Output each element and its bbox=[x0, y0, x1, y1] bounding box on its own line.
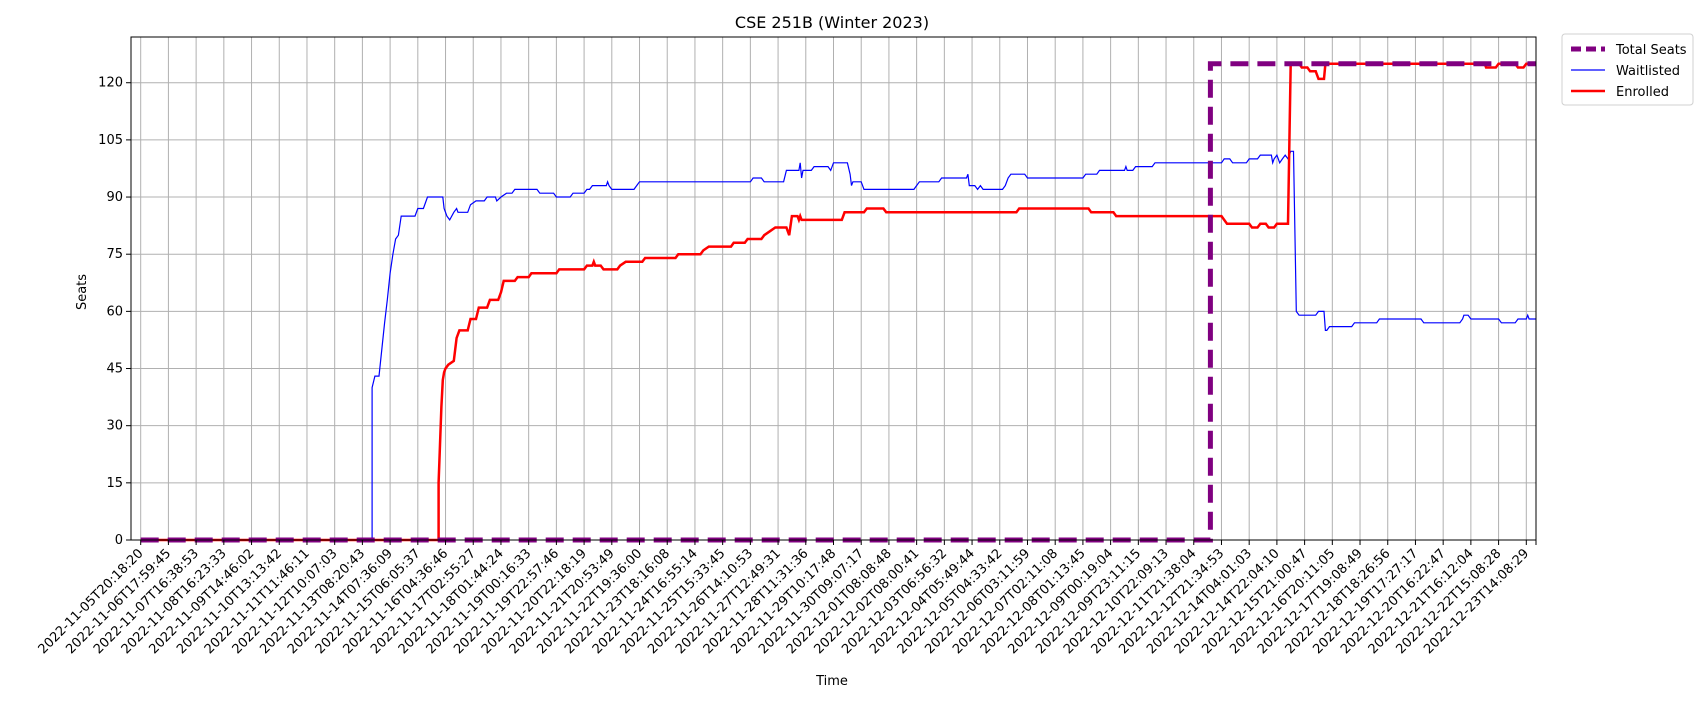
legend-label: Enrolled bbox=[1616, 85, 1669, 100]
y-axis-label: Seats bbox=[75, 274, 90, 310]
y-tick-label: 45 bbox=[106, 362, 123, 377]
y-tick-label: 105 bbox=[98, 133, 123, 148]
y-tick-label: 120 bbox=[98, 76, 123, 91]
y-axis: 0 15 30 45 60 75 90 105 120 bbox=[98, 76, 131, 548]
x-axis: 2022-11-05T20:18:202022-11-06T17:59:4520… bbox=[36, 540, 1537, 657]
series-lines bbox=[140, 61, 1536, 543]
legend-box bbox=[1561, 33, 1694, 106]
chart-title: CSE 251B (Winter 2023) bbox=[735, 13, 929, 32]
grid-lines bbox=[131, 37, 1536, 541]
y-tick-label: 90 bbox=[106, 190, 123, 205]
series-enrolled bbox=[140, 62, 1536, 542]
y-tick-label: 30 bbox=[106, 419, 123, 434]
x-axis-label: Time bbox=[815, 674, 848, 689]
legend-label: Total Seats bbox=[1615, 43, 1687, 58]
y-tick-label: 0 bbox=[115, 533, 123, 548]
series-total-seats bbox=[140, 61, 1536, 543]
legend: Total Seats Waitlisted Enrolled bbox=[1561, 33, 1694, 106]
legend-label: Waitlisted bbox=[1616, 64, 1680, 79]
y-tick-label: 75 bbox=[106, 247, 123, 262]
series-waitlisted bbox=[140, 150, 1536, 541]
y-tick-label: 15 bbox=[106, 476, 123, 491]
y-tick-label: 60 bbox=[106, 304, 123, 319]
